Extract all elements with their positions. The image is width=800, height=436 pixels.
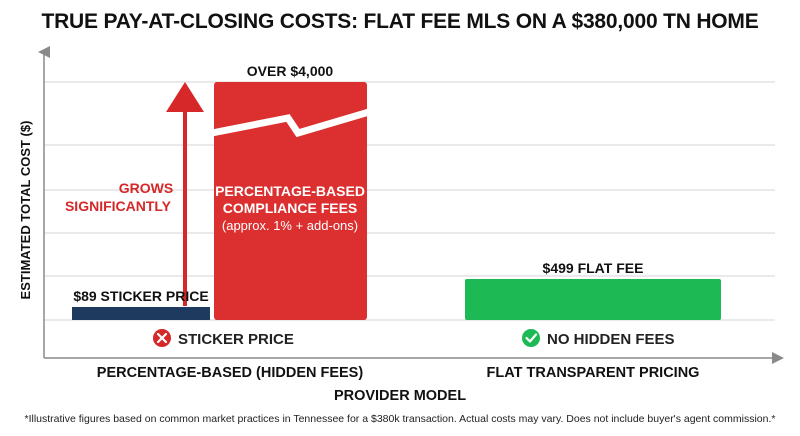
gridlines xyxy=(44,81,775,321)
footnote: *Illustrative figures based on common ma… xyxy=(24,413,776,425)
growth-arrow-head xyxy=(166,82,204,112)
bar-over-4000 xyxy=(214,82,367,320)
x-tick-label: PERCENTAGE-BASED (HIDDEN FEES) xyxy=(97,365,364,381)
badge-sticker-price: STICKER PRICE xyxy=(153,329,294,348)
axis-break-mark xyxy=(211,108,370,138)
red-bar-text-line1: PERCENTAGE-BASED xyxy=(215,183,365,199)
badge-no-hidden-fees-text: NO HIDDEN FEES xyxy=(547,331,675,348)
check-circle-icon xyxy=(522,329,540,347)
badge-sticker-price-text: STICKER PRICE xyxy=(178,331,294,348)
bar-label-over-4000: OVER $4,000 xyxy=(247,63,334,79)
x-circle-icon xyxy=(153,329,171,347)
bar-sticker-price xyxy=(72,307,210,320)
red-bar-subtext: (approx. 1% + add-ons) xyxy=(222,218,358,233)
bar-flat-fee xyxy=(465,279,721,320)
bar-label-sticker-price: $89 STICKER PRICE xyxy=(73,288,208,304)
bar-over-4000-group xyxy=(211,82,370,320)
chart-title: TRUE PAY-AT-CLOSING COSTS: FLAT FEE MLS … xyxy=(41,10,759,33)
arrow-annotation-line1: GROWS xyxy=(119,180,173,196)
x-tick-label: FLAT TRANSPARENT PRICING xyxy=(487,365,700,381)
badge-no-hidden-fees: NO HIDDEN FEES xyxy=(522,329,675,348)
x-axis-label: PROVIDER MODEL xyxy=(334,388,466,404)
arrow-annotation-line2: SIGNIFICANTLY xyxy=(65,198,172,214)
red-bar-text-line2: COMPLIANCE FEES xyxy=(223,200,358,216)
bar-label-flat-fee: $499 FLAT FEE xyxy=(543,260,644,276)
y-axis-label: ESTIMATED TOTAL COST ($) xyxy=(18,121,33,300)
